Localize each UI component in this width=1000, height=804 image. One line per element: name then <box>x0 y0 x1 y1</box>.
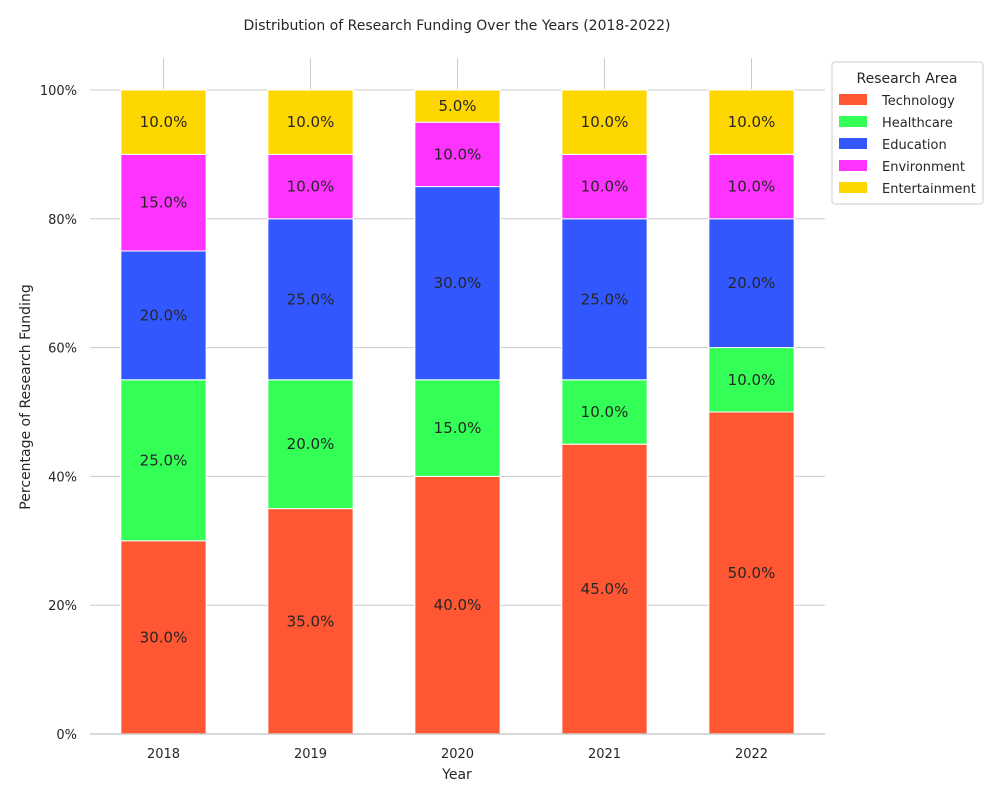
bar-segment-education <box>708 218 795 349</box>
bars <box>120 89 795 735</box>
data-label: 45.0% <box>581 580 629 598</box>
data-label: 10.0% <box>434 145 482 163</box>
data-label: 30.0% <box>140 628 188 646</box>
bar-segment-education <box>561 218 648 381</box>
y-tick-label: 100% <box>40 84 77 99</box>
x-axis-label: Year <box>441 767 472 783</box>
chart-title: Distribution of Research Funding Over th… <box>244 18 671 34</box>
data-label: 10.0% <box>581 113 629 131</box>
legend-label: Healthcare <box>882 116 953 131</box>
data-label: 25.0% <box>287 290 335 308</box>
y-tick-label: 60% <box>48 342 77 357</box>
x-tick-label: 2020 <box>441 747 474 762</box>
data-label: 15.0% <box>140 194 188 212</box>
data-label: 20.0% <box>728 274 776 292</box>
y-tick-label: 40% <box>48 470 77 485</box>
legend-title: Research Area <box>857 71 958 87</box>
bar-segment-entertainment <box>414 89 501 123</box>
data-label: 50.0% <box>728 564 776 582</box>
bar-segment-healthcare <box>708 347 795 413</box>
legend: Research Area Technology Healthcare Educat… <box>831 61 984 205</box>
bar-segment-technology <box>561 443 648 735</box>
bar-segment-education <box>267 218 354 381</box>
bar-segment-entertainment <box>120 89 207 155</box>
legend-swatch-healthcare <box>839 116 867 127</box>
legend-label: Education <box>882 138 947 153</box>
data-label: 25.0% <box>581 290 629 308</box>
data-label: 20.0% <box>287 435 335 453</box>
legend-swatch-education <box>839 138 867 149</box>
legend-swatch-technology <box>839 94 867 105</box>
bar-segment-entertainment <box>561 89 648 155</box>
bar-segment-technology <box>120 540 207 735</box>
bar-segment-environment <box>561 153 648 220</box>
data-label: 30.0% <box>434 274 482 292</box>
legend-label: Entertainment <box>882 182 976 197</box>
data-label: 10.0% <box>581 403 629 421</box>
data-label: 10.0% <box>728 113 776 131</box>
legend-swatch-entertainment <box>839 182 867 193</box>
data-label: 10.0% <box>728 371 776 389</box>
data-label: 10.0% <box>140 113 188 131</box>
bar-segment-environment <box>120 153 207 252</box>
y-tick-label: 0% <box>56 728 77 743</box>
bar-segment-entertainment <box>708 89 795 155</box>
axes: Distribution of Research Funding Over th… <box>18 18 825 783</box>
x-tick-label: 2018 <box>147 747 180 762</box>
y-axis-label: Percentage of Research Funding <box>18 284 34 509</box>
bar-segment-healthcare <box>120 379 207 542</box>
data-label: 35.0% <box>287 612 335 630</box>
bar-segment-education <box>414 186 501 381</box>
bar-segment-environment <box>708 153 795 220</box>
legend-label: Technology <box>881 94 955 109</box>
x-tick-label: 2022 <box>735 747 768 762</box>
data-label: 10.0% <box>287 178 335 196</box>
data-label: 10.0% <box>287 113 335 131</box>
data-label: 15.0% <box>434 419 482 437</box>
bar-segment-technology <box>708 411 795 735</box>
data-label: 5.0% <box>438 97 476 115</box>
data-labels: 30.0% 25.0% 20.0% 15.0% 10.0% 35.0% 20.0% 25.0%… <box>140 97 776 646</box>
y-tick-label: 80% <box>48 213 77 228</box>
data-label: 10.0% <box>728 178 776 196</box>
legend-swatch-environment <box>839 160 867 171</box>
bar-segment-entertainment <box>267 89 354 155</box>
data-label: 10.0% <box>581 178 629 196</box>
bar-segment-environment <box>267 153 354 220</box>
bar-segment-technology <box>267 508 354 735</box>
bar-segment-healthcare <box>267 379 354 510</box>
data-label: 20.0% <box>140 306 188 324</box>
x-tick-label: 2019 <box>294 747 327 762</box>
bar-segment-education <box>120 250 207 381</box>
data-label: 40.0% <box>434 596 482 614</box>
bar-segment-healthcare <box>414 379 501 477</box>
bar-segment-technology <box>414 475 501 735</box>
data-label: 25.0% <box>140 451 188 469</box>
y-tick-label: 20% <box>48 599 77 614</box>
legend-label: Environment <box>882 160 965 175</box>
legend-box <box>831 61 984 205</box>
x-tick-label: 2021 <box>588 747 621 762</box>
